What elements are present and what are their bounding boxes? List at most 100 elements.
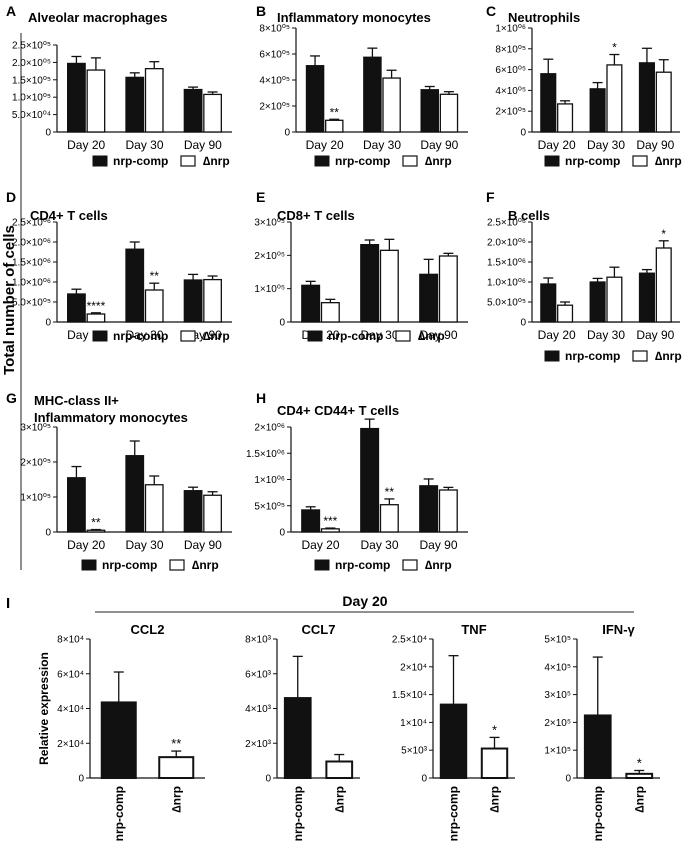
- panel-letter: I: [6, 595, 10, 612]
- legend-swatch-delta-nrp: [632, 155, 648, 167]
- bar-nrp-comp: [125, 76, 145, 133]
- bar-nrp-comp: [301, 284, 321, 323]
- bar-nrp-comp: [439, 703, 468, 779]
- legend-swatch-delta-nrp: [395, 330, 411, 342]
- x-tick-label: nrp-comp: [291, 786, 305, 841]
- y-tick-label: 5.0×10⁰⁵: [12, 298, 51, 309]
- bar-delta-nrp: [320, 528, 340, 533]
- x-tick-label: Day 30: [363, 138, 401, 152]
- panel-letter: C: [486, 3, 496, 19]
- panel-letter: E: [256, 189, 265, 205]
- y-tick-label: 2.5×10⁰⁵: [12, 41, 51, 52]
- panel-I-3: IFN-γ 0 1×10⁵ 2×10⁵ 3×10⁵ 4×10⁵ 5×10⁵ nrp-comp *…: [544, 622, 660, 841]
- panel-I-0: I Relative expression CCL2 0 2×10⁴ 4×10⁴ 6×10⁴…: [6, 595, 205, 841]
- bar-nrp-comp: [583, 714, 612, 780]
- legend-label: nrp-comp: [113, 154, 168, 168]
- legend-swatch-nrp-comp: [307, 330, 323, 342]
- panel-title: CCL7: [302, 622, 336, 637]
- significance-marker: ***: [323, 514, 337, 528]
- y-tick-label: 6×10⁴: [57, 669, 84, 680]
- significance-marker: **: [150, 269, 160, 283]
- legend-label: nrp-comp: [102, 558, 157, 572]
- x-tick-label: Day 20: [538, 138, 576, 152]
- panel-letter: F: [486, 189, 495, 205]
- x-tick-label: Day 90: [184, 538, 222, 552]
- y-tick-label: 1.5×10⁴: [392, 690, 427, 701]
- panel-title: TNF: [461, 622, 486, 637]
- legend-swatch-nrp-comp: [92, 155, 108, 167]
- bar-delta-nrp: [144, 484, 164, 533]
- y-tick-label: 1×10⁵: [544, 746, 571, 757]
- x-tick-label: Day 30: [360, 328, 398, 342]
- legend-label: nrp-comp: [328, 329, 383, 343]
- panel-title: Neutrophils: [508, 10, 580, 25]
- panel-title: Inflammatory monocytes: [34, 410, 188, 425]
- x-tick-label: Day 30: [125, 138, 163, 152]
- x-tick-label: Day 20: [301, 538, 339, 552]
- x-tick-label: Day 90: [419, 328, 457, 342]
- bar-delta-nrp: [144, 68, 164, 133]
- panel-title: Alveolar macrophages: [28, 10, 167, 25]
- x-tick-label: ∆nrp: [332, 786, 346, 813]
- y-tick-label: 4×10⁰⁵: [259, 76, 290, 87]
- bar-delta-nrp: [438, 489, 458, 533]
- panel-B: B Inflammatory monocytes 0 2×10⁰⁵ 4×10⁰⁵ 6×10…: [256, 3, 468, 168]
- legend-label: nrp-comp: [113, 329, 168, 343]
- bar-nrp-comp: [100, 701, 137, 780]
- bar-nrp-comp: [419, 485, 439, 533]
- y-tick-label: 1×10⁰⁵: [254, 284, 285, 295]
- y-axis-label: Total number of cells: [1, 225, 18, 375]
- bar-delta-nrp: [557, 304, 574, 323]
- legend-swatch-delta-nrp: [180, 155, 196, 167]
- legend-label: ∆nrp: [425, 154, 452, 168]
- y-tick-label: 4×10⁵: [544, 662, 571, 673]
- bar-delta-nrp: [625, 772, 654, 780]
- y-tick-label: 1.0×10⁰⁶: [487, 278, 526, 289]
- significance-marker: ****: [87, 299, 106, 313]
- x-tick-label: nrp-comp: [591, 786, 605, 841]
- panel-letter: B: [256, 3, 266, 19]
- significance-marker: *: [612, 41, 617, 55]
- bar-nrp-comp: [638, 272, 655, 323]
- panel-title: IFN-γ: [602, 622, 635, 637]
- x-tick-label: Day 20: [67, 538, 105, 552]
- y-tick-label: 0: [565, 774, 571, 785]
- legend-label: nrp-comp: [335, 154, 390, 168]
- legend-swatch-nrp-comp: [314, 155, 330, 167]
- x-tick-label: Day 90: [420, 138, 458, 152]
- bar-delta-nrp: [655, 71, 672, 133]
- bar-delta-nrp: [86, 529, 106, 533]
- panel-D: D CD4+ T cells 0 5.0×10⁰⁵ 1.0×10⁰⁶ 1.5×10⁰⁶ 2.…: [6, 189, 232, 343]
- y-tick-label: 4×10⁰⁵: [495, 86, 526, 97]
- y-tick-label: 2×10⁴: [57, 739, 84, 750]
- y-tick-label: 2×10⁰⁵: [259, 102, 290, 113]
- y-tick-label: 1.0×10⁰⁵: [12, 93, 51, 104]
- x-tick-label: ∆nrp: [169, 786, 183, 813]
- y-tick-label: 0: [78, 774, 84, 785]
- y-tick-label: 2×10⁴: [400, 662, 427, 673]
- legend-swatch-nrp-comp: [314, 559, 330, 571]
- y-tick-label: 0: [279, 528, 285, 539]
- y-tick-label: 0: [421, 774, 427, 785]
- bar-nrp-comp: [540, 73, 557, 133]
- bar-nrp-comp: [301, 509, 321, 533]
- bar-delta-nrp: [379, 504, 399, 533]
- y-tick-label: 1.5×10⁰⁶: [487, 258, 526, 269]
- panel-title: CD4+ T cells: [30, 208, 108, 223]
- x-tick-label: Day 20: [538, 328, 576, 342]
- x-tick-label: Day 90: [184, 138, 222, 152]
- panel-title: CD4+ CD44+ T cells: [277, 403, 399, 418]
- x-tick-label: nrp-comp: [112, 786, 126, 841]
- y-tick-label: 4×10⁴: [57, 704, 84, 715]
- y-tick-label: 2×10⁰⁵: [254, 251, 285, 262]
- y-tick-label: 4×10³: [245, 704, 272, 715]
- y-tick-label: 0: [520, 318, 526, 329]
- legend-swatch-delta-nrp: [632, 350, 648, 362]
- bar-delta-nrp: [438, 255, 458, 323]
- y-tick-label: 6×10⁰⁵: [495, 65, 526, 76]
- bar-delta-nrp: [325, 760, 354, 780]
- bar-delta-nrp: [655, 247, 672, 323]
- bar-nrp-comp: [67, 62, 86, 133]
